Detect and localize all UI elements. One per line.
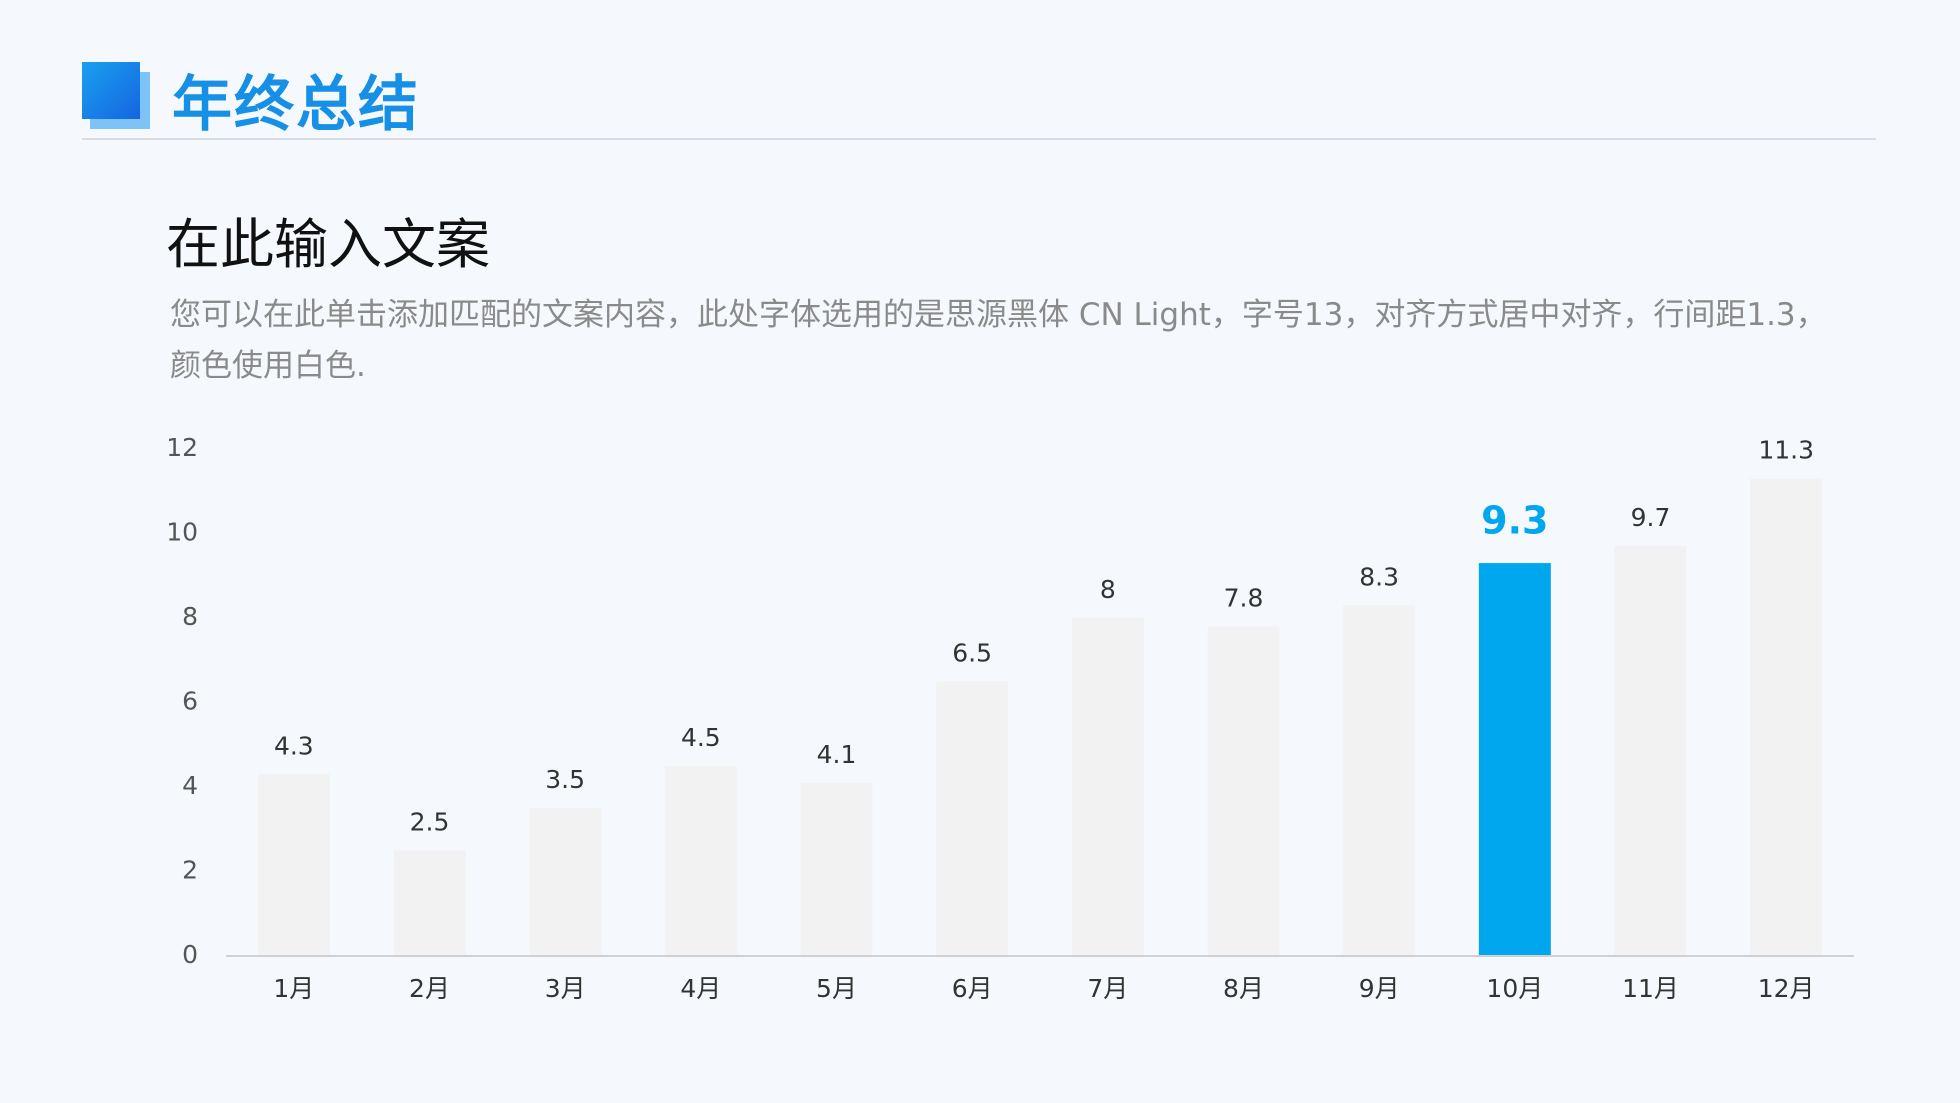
x-tick-label: 3月 [545,974,586,1003]
header-divider [82,138,1876,140]
bar [1071,618,1144,956]
x-tick-label: 2月 [409,974,450,1003]
subtitle: 在此输入文案 [166,213,490,276]
value-label: 4.1 [817,740,857,769]
x-tick-label: 10月 [1486,974,1543,1003]
x-tick-label: 5月 [816,974,857,1003]
description: 您可以在此单击添加匹配的文案内容，此处字体选用的是思源黑体 CN Light，字… [170,297,1827,384]
y-tick-label: 0 [182,940,198,969]
value-label: 7.8 [1224,583,1264,612]
bar [1207,626,1280,956]
bar [800,782,873,956]
bar [1614,546,1687,956]
x-tick-label: 4月 [680,974,721,1003]
value-label: 4.3 [274,731,314,760]
value-label: 9.3 [1481,499,1548,543]
value-label: 8 [1100,575,1116,604]
bar [936,681,1009,956]
y-tick-label: 12 [166,433,198,462]
header-icon [82,62,140,119]
bar [1478,563,1551,956]
x-tick-label: 11月 [1622,974,1679,1003]
y-tick-label: 6 [182,687,198,716]
y-tick-label: 4 [182,771,198,800]
value-label: 4.5 [681,723,721,752]
bar [1343,605,1416,956]
y-tick-label: 8 [182,602,198,631]
bar [664,765,737,956]
bar [1750,478,1823,956]
value-label: 6.5 [952,638,992,667]
value-label: 9.7 [1631,503,1671,532]
value-label: 2.5 [410,807,450,836]
y-tick-label: 2 [182,856,198,885]
value-label: 3.5 [545,765,585,794]
x-tick-label: 6月 [952,974,993,1003]
x-tick-label: 12月 [1758,974,1815,1003]
bar [257,774,330,956]
x-tick-label: 7月 [1087,974,1128,1003]
value-label: 11.3 [1758,436,1814,465]
value-label: 8.3 [1359,562,1399,591]
x-tick-label: 1月 [273,974,314,1003]
x-tick-label: 8月 [1223,974,1264,1003]
bar [393,850,466,956]
y-tick-label: 10 [166,518,198,547]
header-title: 年终总结 [172,70,420,140]
x-tick-label: 9月 [1359,974,1400,1003]
bar [529,808,602,956]
